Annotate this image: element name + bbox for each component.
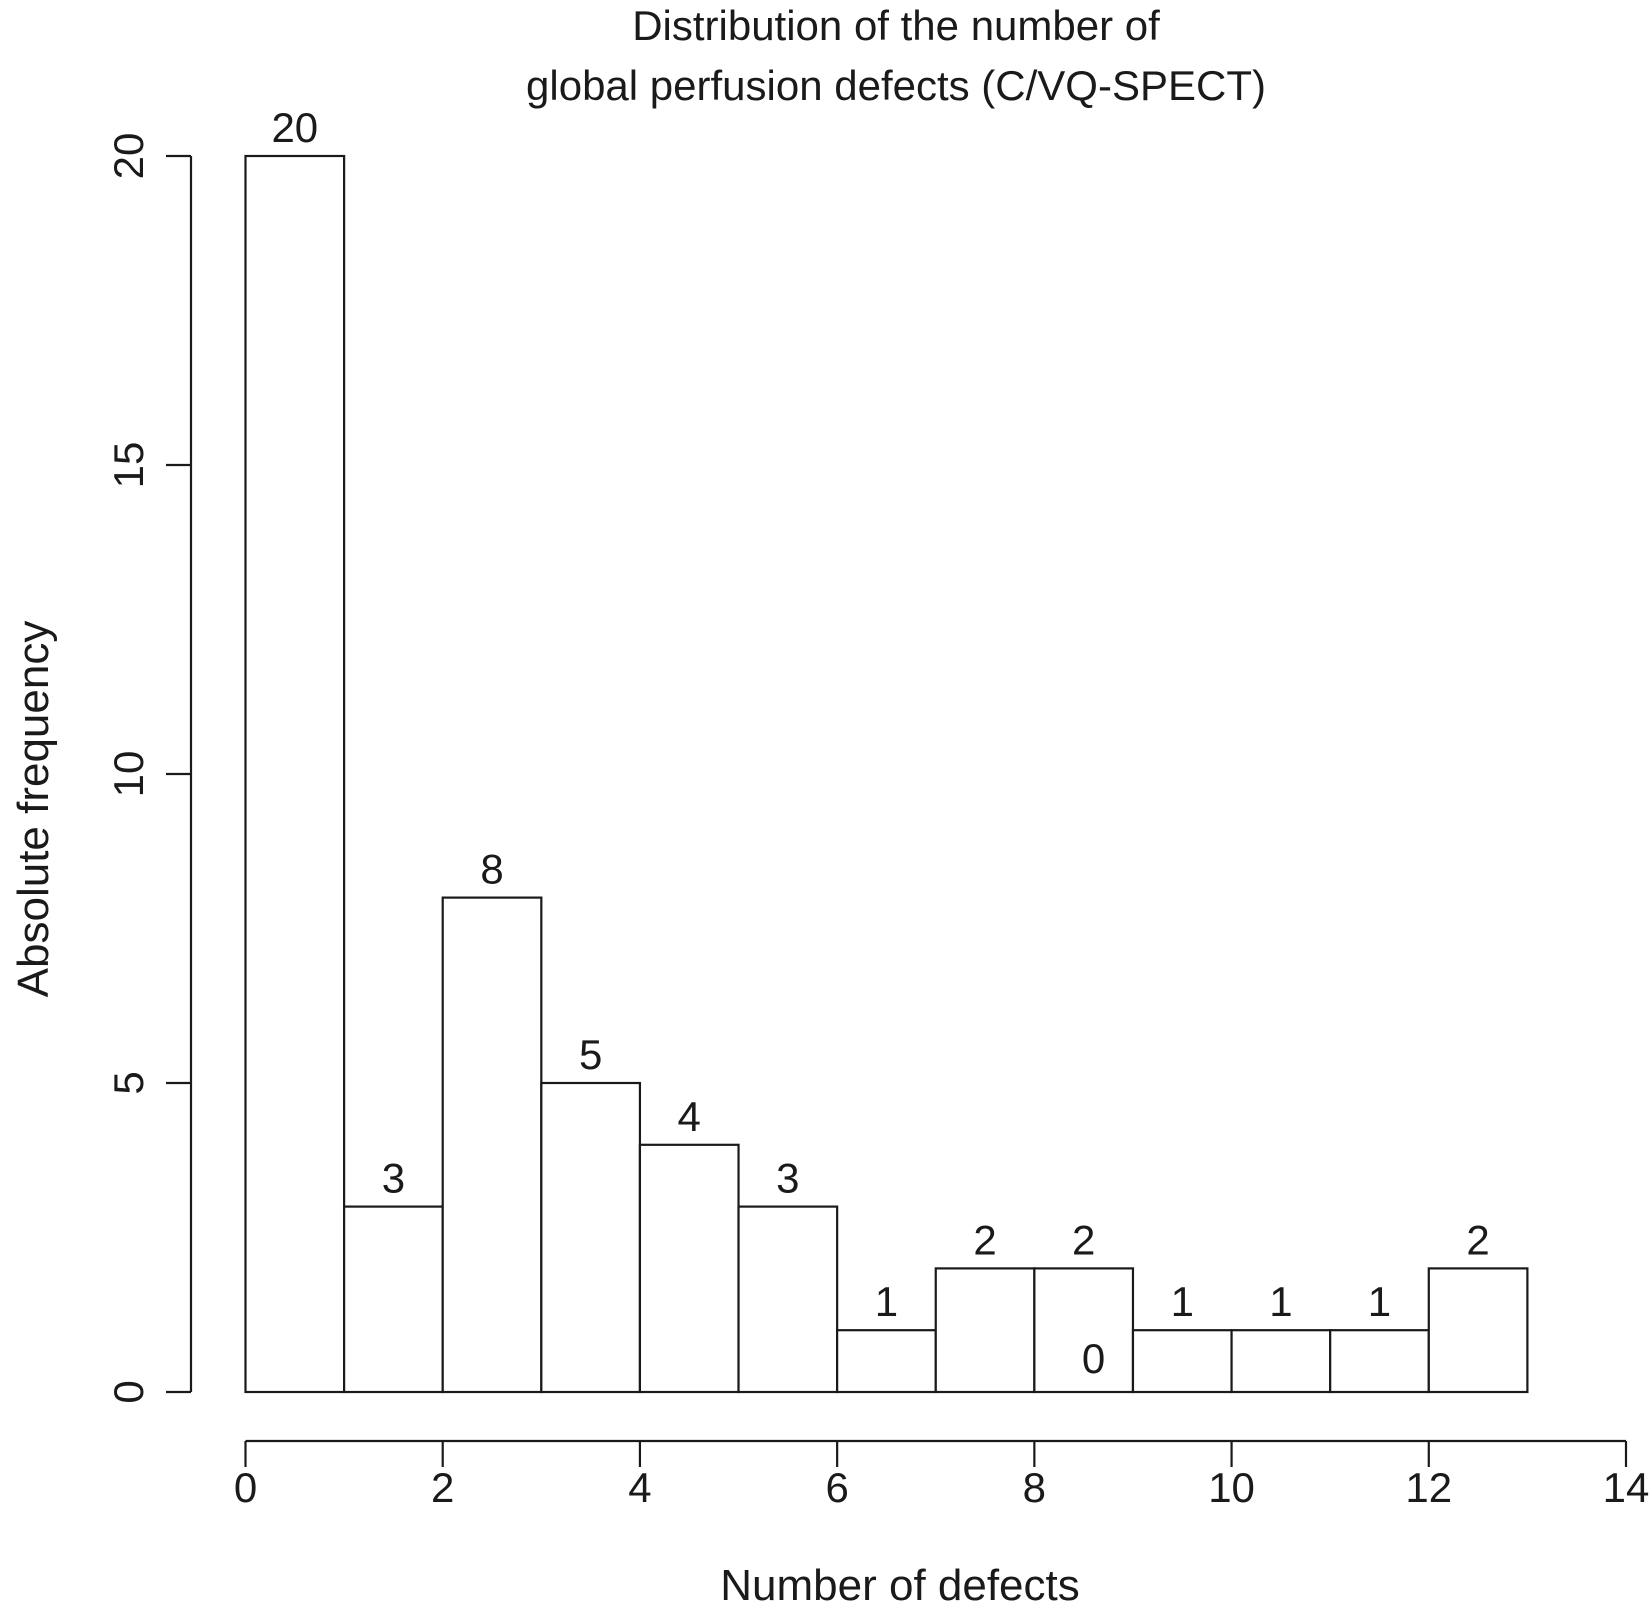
bar-value-label: 2 [973,1216,996,1263]
chart-title-line-2: global perfusion defects (C/VQ-SPECT) [526,62,1266,109]
bar-value-label: 5 [579,1031,602,1078]
bar-value-label: 4 [678,1093,701,1140]
bar-value-label: 2 [1072,1216,1095,1263]
x-tick-label: 12 [1405,1464,1452,1511]
bar-value-label: 1 [1368,1278,1391,1325]
histogram-bar [737,1205,839,1394]
y-tick-label: 20 [105,133,152,180]
y-axis-label: Absolute frequency [9,621,58,998]
x-tick-label: 8 [1023,1464,1046,1511]
x-axis-label: Number of defects [720,1561,1080,1610]
x-tick-label: 6 [825,1464,848,1511]
x-tick-label: 14 [1603,1464,1650,1511]
x-tick-label: 4 [628,1464,651,1511]
histogram-bar [1131,1329,1233,1394]
bar-value-label: 2 [1466,1216,1489,1263]
histogram-bar [1230,1329,1332,1394]
bar-value-label: 3 [776,1155,799,1202]
histogram-bar [1329,1329,1430,1394]
histogram-bar [1033,1267,1135,1394]
histogram-bar [1427,1267,1529,1394]
bar-value-label: 1 [1171,1278,1194,1325]
histogram-bar [638,1143,740,1394]
histogram-bar [934,1267,1036,1394]
bar-value-label: 20 [271,104,318,151]
histogram-bar [836,1329,937,1394]
y-tick-label: 5 [105,1071,152,1094]
x-tick-label: 2 [431,1464,454,1511]
y-tick-label: 0 [105,1380,152,1403]
x-tick-label: 10 [1208,1464,1255,1511]
histogram-bar [441,896,543,1394]
histogram-bar [540,1081,642,1394]
bar-value-label: 1 [875,1278,898,1325]
bar-value-label: 1 [1269,1278,1292,1325]
bar-value-label: 8 [480,846,503,893]
x-tick-label: 0 [234,1464,257,1511]
chart-title-line-1: Distribution of the number of [632,2,1160,49]
annotation-label: 0 [1082,1335,1105,1382]
y-tick-label: 15 [105,442,152,489]
bar-value-label: 3 [382,1155,405,1202]
y-tick-label: 10 [105,751,152,798]
histogram-bar [244,154,346,1394]
histogram-bar [343,1205,444,1394]
